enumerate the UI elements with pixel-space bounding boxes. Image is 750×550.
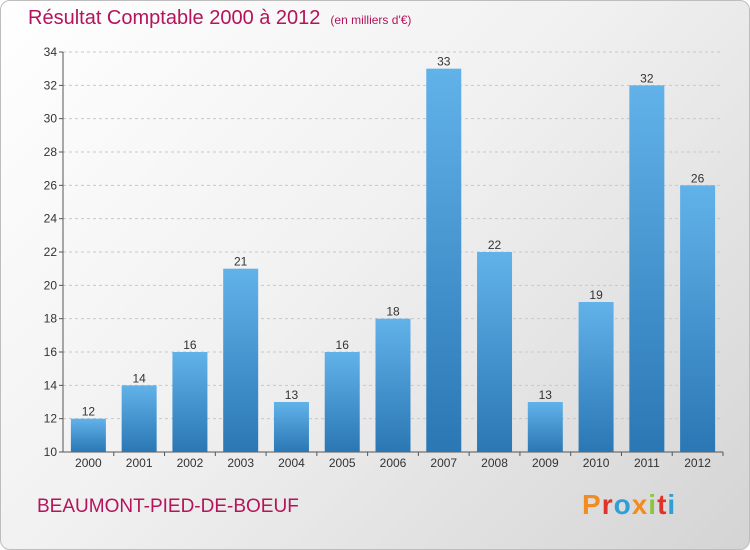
data-label-2001: 14: [132, 371, 146, 385]
x-tick-label-2000: 2000: [75, 456, 102, 470]
bar-2008: [477, 252, 513, 452]
y-tick-label: 10: [44, 445, 58, 459]
logo-letter: x: [631, 489, 649, 520]
x-tick-label-2001: 2001: [126, 456, 153, 470]
logo-letter: t: [657, 489, 668, 520]
bar-2011: [629, 85, 665, 452]
bar-2003: [223, 268, 259, 452]
data-label-2003: 21: [234, 255, 248, 269]
logo-letter: o: [613, 489, 632, 520]
data-label-2004: 13: [285, 388, 299, 402]
data-label-2011: 32: [640, 71, 654, 85]
bar-2009: [527, 402, 563, 452]
data-label-2009: 13: [539, 388, 553, 402]
y-tick-label: 16: [44, 345, 58, 359]
data-label-2008: 22: [488, 238, 502, 252]
bar-2006: [375, 318, 411, 452]
y-tick-label: 28: [44, 145, 58, 159]
x-tick-label-2012: 2012: [684, 456, 711, 470]
x-tick-label-2007: 2007: [430, 456, 457, 470]
y-tick-label: 20: [44, 278, 58, 292]
bar-2002: [172, 352, 208, 452]
data-label-2000: 12: [82, 405, 96, 419]
x-tick-label-2009: 2009: [532, 456, 559, 470]
bar-2004: [273, 402, 309, 452]
commune-name: BEAUMONT-PIED-DE-BOEUF: [37, 496, 299, 517]
y-tick-label: 12: [44, 412, 58, 426]
bar-2007: [426, 68, 462, 453]
bar-2010: [578, 302, 614, 452]
logo-letter: i: [648, 489, 658, 520]
x-tick-label-2011: 2011: [634, 456, 660, 470]
data-label-2002: 16: [183, 338, 197, 352]
proxiti-logo: Proxiti: [582, 489, 676, 521]
bars: [70, 68, 716, 453]
logo-letter: i: [667, 489, 677, 520]
x-tick-label-2002: 2002: [177, 456, 204, 470]
data-label-2005: 16: [336, 338, 350, 352]
bar-2005: [324, 352, 360, 452]
x-tick-label-2005: 2005: [329, 456, 356, 470]
x-tick-label-2003: 2003: [227, 456, 254, 470]
data-label-2007: 33: [437, 55, 451, 69]
y-tick-label: 30: [44, 112, 58, 126]
logo-letter: P: [582, 489, 602, 520]
logo-letter: r: [601, 489, 614, 520]
x-tick-label-2006: 2006: [380, 456, 407, 470]
bar-2012: [680, 185, 716, 453]
y-tick-label: 22: [44, 245, 58, 259]
y-tick-label: 26: [44, 178, 58, 192]
x-tick-label-2008: 2008: [481, 456, 508, 470]
x-tick-label-2004: 2004: [278, 456, 305, 470]
bar-2000: [70, 418, 106, 452]
data-label-2012: 26: [691, 171, 705, 185]
y-tick-label: 24: [44, 212, 58, 226]
x-tick-label-2010: 2010: [583, 456, 610, 470]
unit-note: (en milliers d'€): [330, 13, 412, 27]
y-tick-label: 34: [44, 45, 58, 59]
y-tick-label: 14: [44, 378, 58, 392]
chart-title-block: Résultat Comptable 2000 à 2012 (en millie…: [28, 7, 411, 30]
bar-2001: [121, 385, 157, 452]
chart-title: Résultat Comptable 2000 à 2012: [28, 7, 321, 29]
labels: 12 2000 14 2001 16 2002 21 2003 13 2004 16 2005 18 20…: [75, 55, 711, 470]
data-label-2010: 19: [589, 288, 603, 302]
y-tick-label: 32: [44, 78, 58, 92]
data-label-2006: 18: [386, 305, 400, 319]
y-tick-label: 18: [44, 312, 58, 326]
